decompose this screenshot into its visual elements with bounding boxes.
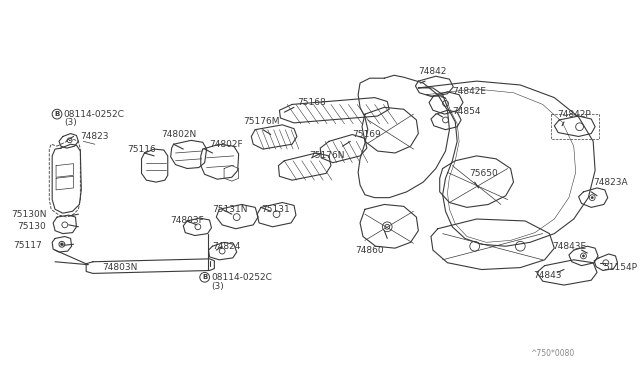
Circle shape (60, 243, 63, 246)
Text: 75130N: 75130N (11, 210, 46, 219)
Text: 74823A: 74823A (593, 177, 628, 187)
Text: 74802F: 74802F (209, 140, 243, 149)
Text: 74802N: 74802N (161, 130, 196, 139)
Text: 75650: 75650 (469, 169, 497, 178)
Text: 75169: 75169 (352, 130, 381, 139)
Circle shape (591, 196, 593, 199)
Text: 74860: 74860 (355, 246, 384, 254)
Text: 75131: 75131 (261, 205, 290, 214)
Text: B: B (54, 111, 60, 117)
Circle shape (582, 255, 584, 257)
Text: 74824: 74824 (212, 242, 241, 251)
Text: (3): (3) (211, 282, 224, 291)
Text: 51154P: 51154P (603, 263, 637, 272)
Text: 74823: 74823 (81, 132, 109, 141)
Text: 75116: 75116 (127, 145, 156, 154)
Text: 74842P: 74842P (557, 110, 591, 119)
Text: 74842E: 74842E (452, 87, 486, 96)
Text: 74842: 74842 (419, 67, 447, 76)
Text: 75131N: 75131N (212, 205, 248, 214)
Text: 74803N: 74803N (102, 263, 138, 272)
Text: B: B (202, 274, 207, 280)
Text: 75176M: 75176M (243, 118, 280, 126)
Text: 08114-0252C: 08114-0252C (64, 110, 125, 119)
Text: 75117: 75117 (13, 241, 42, 250)
Text: 75176N: 75176N (310, 151, 345, 160)
Text: ^750*0080: ^750*0080 (530, 349, 574, 357)
Text: 74854: 74854 (452, 107, 481, 116)
Text: 75130: 75130 (17, 222, 46, 231)
Text: 74843E: 74843E (552, 242, 586, 251)
Text: 74803F: 74803F (171, 217, 204, 225)
Text: 74843: 74843 (533, 271, 561, 280)
Text: 75168: 75168 (297, 98, 326, 107)
Text: (3): (3) (64, 118, 77, 127)
Text: 08114-0252C: 08114-0252C (211, 273, 273, 282)
